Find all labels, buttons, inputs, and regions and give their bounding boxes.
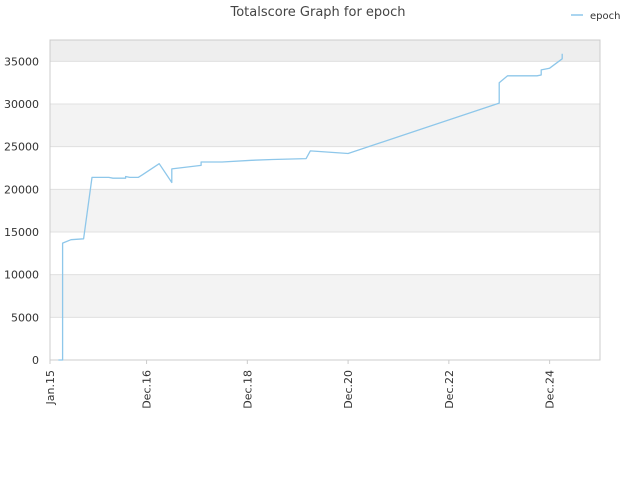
plot-band [50,189,600,232]
x-tick-label: Dec.16 [141,370,154,409]
plot-band [50,104,600,147]
y-tick-labels: 0 5000 10000 15000 20000 25000 30000 35000 [4,55,39,367]
x-tick-label: Dec.18 [241,370,254,409]
grid [49,39,601,364]
plot-band [50,146,600,190]
x-tick-labels: Jan.15 Dec.16 Dec.18 Dec.20 Dec.22 Dec.24 [44,370,557,409]
y-tick-label: 20000 [4,183,39,196]
series-line-epoch [58,53,563,361]
x-tick-label: Dec.22 [443,370,456,409]
plot-band [50,274,600,318]
plot-band [50,40,600,62]
plot-band [50,317,600,360]
y-tick-label: 10000 [4,269,39,282]
plot-background [50,40,600,360]
x-tick-label: Jan.15 [44,370,57,405]
legend-label: epoch [590,11,620,22]
y-tick-label: 5000 [11,311,39,324]
series-layer [58,53,563,361]
legend: epoch [571,11,620,22]
plot-band [50,232,600,275]
x-tick-label: Dec.20 [342,370,355,409]
y-tick-label: 35000 [4,55,39,68]
y-tick-label: 15000 [4,226,39,239]
plot-band [50,61,600,104]
y-tick-label: 25000 [4,141,39,154]
y-tick-label: 30000 [4,98,39,111]
x-tick-label: Dec.24 [544,370,557,409]
plot-border [49,39,601,361]
y-tick-label: 0 [32,354,39,367]
chart-title: Totalscore Graph for epoch [229,5,405,20]
